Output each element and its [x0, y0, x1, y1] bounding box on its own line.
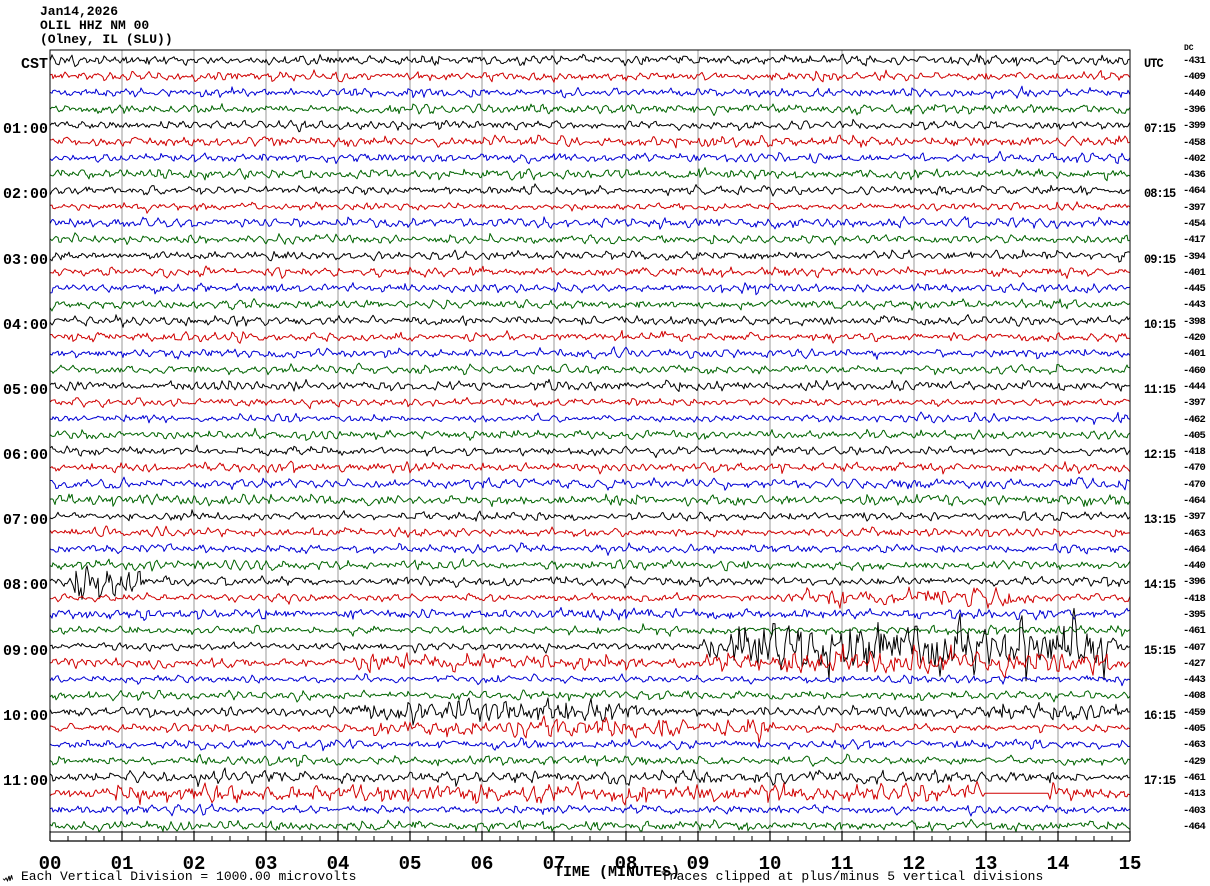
svg-text:05: 05: [399, 853, 422, 875]
svg-text:14: 14: [1047, 853, 1070, 875]
svg-text:06: 06: [471, 853, 494, 875]
svg-text:15: 15: [1119, 853, 1142, 875]
